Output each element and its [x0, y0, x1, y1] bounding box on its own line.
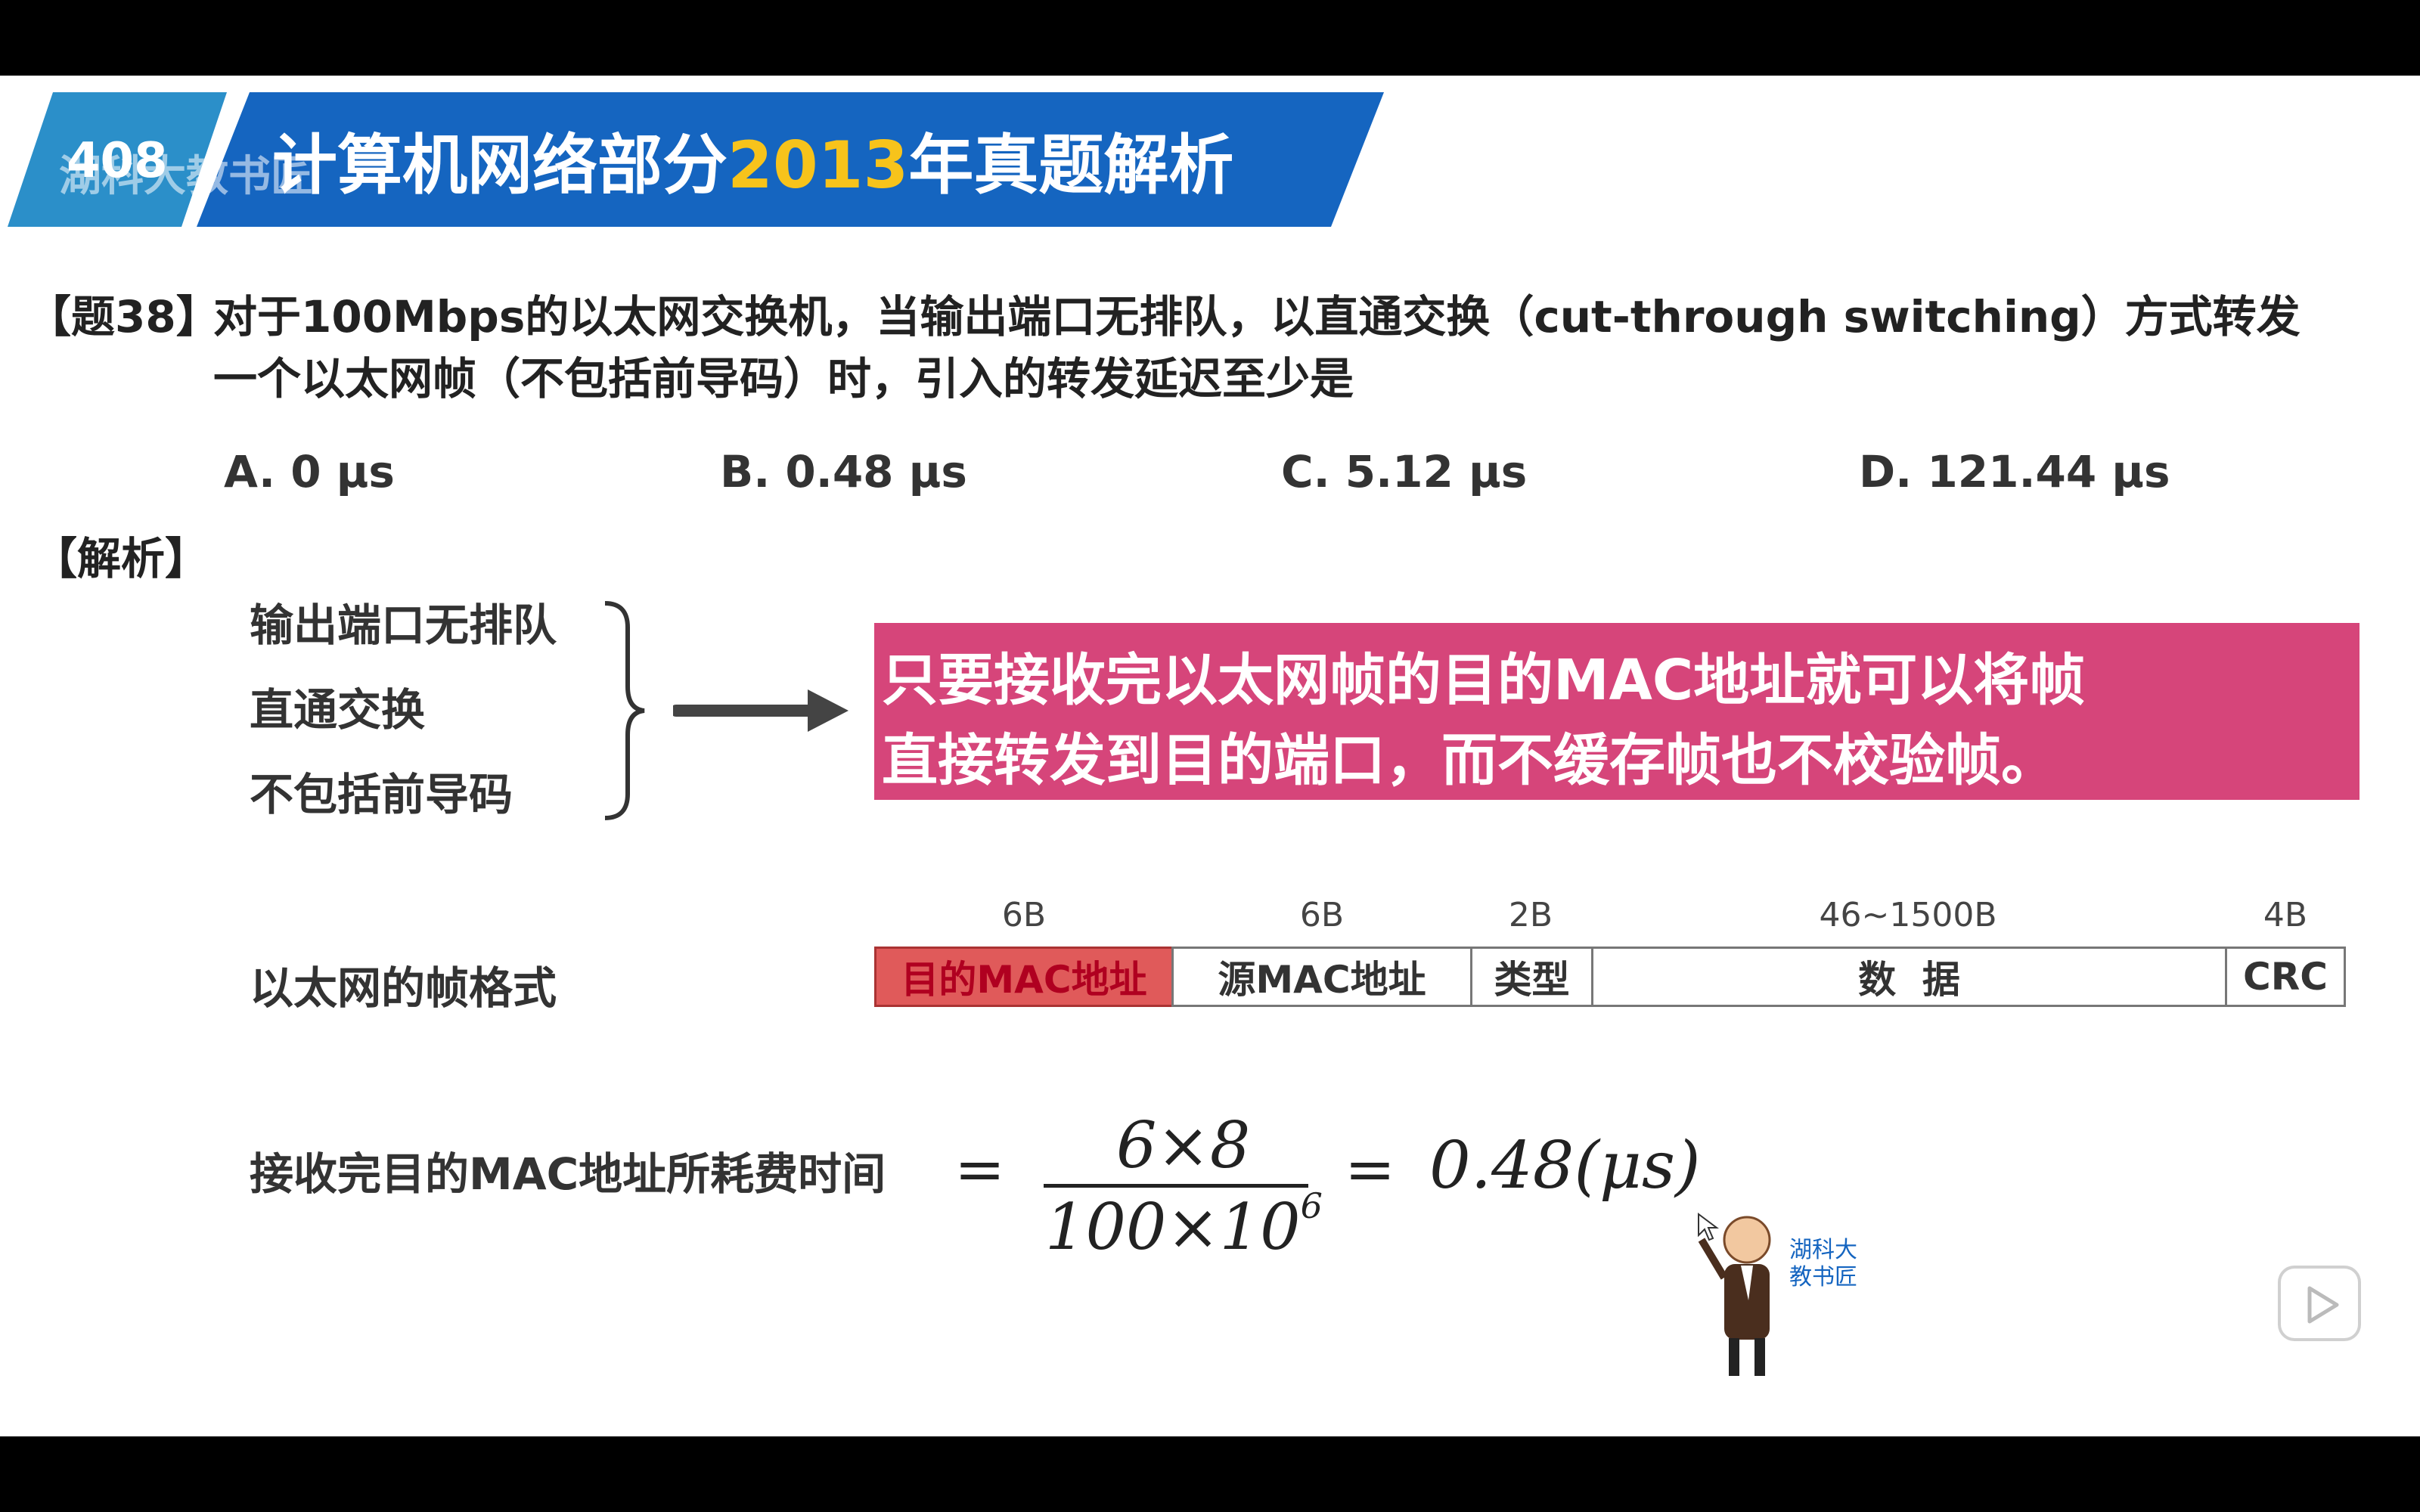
teacher-mascot-icon [1698, 1216, 1771, 1376]
header-banner [8, 92, 1384, 227]
frame-field-crc: CRC [2225, 947, 2346, 1007]
formula-numerator: 6×8 [1116, 1108, 1251, 1182]
mascot-caption-line-2: 教书匠 [1789, 1264, 1857, 1290]
formula-label: 接收完目的MAC地址所耗费时间 [250, 1148, 886, 1200]
mascot-caption-line-1: 湖科大 [1789, 1237, 1857, 1263]
denominator-base: 100×10 [1045, 1190, 1301, 1264]
option-d: D. 121.44 μs [1859, 446, 2170, 497]
frame-field-dest-mac: 目的MAC地址 [874, 947, 1174, 1007]
condition-1: 输出端口无排队 [250, 600, 557, 651]
frame-format-label: 以太网的帧格式 [250, 962, 557, 1014]
option-c: C. 5.12 μs [1281, 446, 1528, 497]
slide: 408 湖科大教书匠 计算机网络部分2013年真题解析 【题38】 对于100M… [0, 76, 2420, 1436]
conclusion-line-2: 直接转发到目的端口，而不缓存帧也不校验帧。 [882, 728, 2057, 793]
option-b: B. 0.48 μs [720, 446, 967, 497]
condition-3: 不包括前导码 [250, 769, 513, 820]
frame-field-size: 6B [1001, 896, 1047, 934]
conclusion-box: 只要接收完以太网帧的目的MAC地址就可以将帧 直接转发到目的端口，而不缓存帧也不… [874, 623, 2360, 800]
title-prefix: 计算机网络部分 [272, 128, 728, 203]
frame-field-size: 2B [1508, 896, 1553, 934]
conclusion-line-1: 只要接收完以太网帧的目的MAC地址就可以将帧 [882, 648, 2086, 713]
fraction-bar [1044, 1184, 1308, 1188]
watermark: 湖科大教书匠 [59, 152, 313, 201]
brace-icon [604, 601, 645, 820]
frame-field-data: 数 据 [1591, 947, 2227, 1007]
play-icon [2307, 1286, 2339, 1324]
formula-result: 0.48(μs) [1429, 1128, 1701, 1204]
frame-field-type: 类型 [1470, 947, 1593, 1007]
page-title: 计算机网络部分2013年真题解析 [272, 112, 1233, 206]
title-suffix: 年真题解析 [908, 128, 1234, 203]
question-line-2: 一个以太网帧（不包括前导码）时，引入的转发延迟至少是 [213, 353, 1354, 404]
header-badge-text: 408 [67, 133, 168, 189]
mascot-caption: 湖科大 教书匠 [1789, 1237, 1857, 1291]
option-a: A. 0 μs [224, 446, 395, 497]
frame-field-size: 6B [1299, 896, 1345, 934]
formula-equals-1: = [954, 1134, 1006, 1204]
formula-denominator: 100×106 [1045, 1185, 1323, 1264]
question-line-1: 对于100Mbps的以太网交换机，当输出端口无排队，以直通交换（cut-thro… [213, 291, 2301, 342]
header-badge-shape [8, 92, 227, 227]
mouse-cursor-icon [1698, 1213, 1719, 1241]
video-play-button[interactable] [2278, 1266, 2361, 1341]
frame-field-src-mac: 源MAC地址 [1171, 947, 1472, 1007]
frame-field-size: 46~1500B [1819, 896, 1997, 934]
condition-2: 直通交换 [250, 684, 426, 736]
arrow-right-icon [673, 689, 849, 732]
analysis-label: 【解析】 [33, 533, 209, 584]
header-title-shape [197, 92, 1384, 227]
question-number: 【题38】 [27, 291, 220, 342]
denominator-exponent: 6 [1300, 1185, 1323, 1226]
frame-field-size: 4B [2263, 896, 2308, 934]
formula-equals-2: = [1345, 1134, 1396, 1204]
title-year: 2013 [728, 128, 909, 203]
